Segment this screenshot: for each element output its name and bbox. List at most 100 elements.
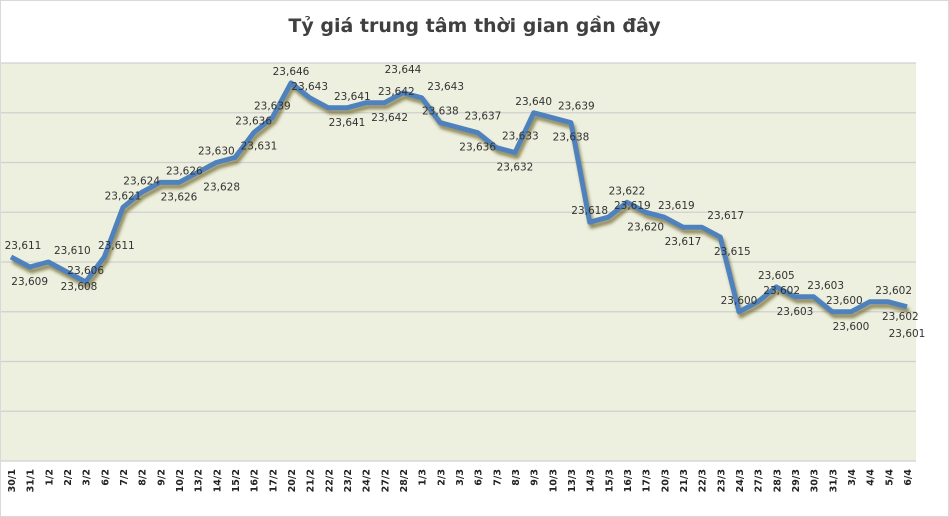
- data-label: 23,636: [235, 116, 272, 128]
- data-label: 23,622: [609, 185, 646, 197]
- data-label: 23,626: [166, 165, 203, 177]
- x-tick-label: 10/2: [175, 469, 186, 492]
- data-label: 23,606: [67, 265, 104, 277]
- x-tick-label: 7/2: [119, 469, 130, 486]
- x-tick-label: 5/4: [884, 469, 895, 486]
- x-tick-label: 1/2: [44, 469, 55, 486]
- x-tick-label: 10/3: [548, 469, 559, 492]
- x-tick-label: 6/2: [100, 469, 111, 486]
- data-label: 23,618: [571, 205, 608, 217]
- x-tick-label: 22/2: [324, 469, 335, 492]
- x-tick-label: 6/4: [903, 469, 914, 486]
- data-label: 23,601: [889, 328, 926, 340]
- data-label: 23,610: [54, 245, 91, 257]
- data-label: 23,642: [371, 112, 408, 124]
- data-label: 23,628: [203, 181, 240, 193]
- x-tick-label: 13/3: [567, 469, 578, 492]
- data-label: 23,602: [882, 311, 919, 323]
- x-tick-label: 23/3: [716, 469, 727, 492]
- x-tick-label: 31/3: [828, 469, 839, 492]
- data-label: 23,619: [614, 200, 651, 212]
- data-label: 23,600: [826, 295, 863, 307]
- data-label: 23,640: [515, 96, 552, 108]
- data-label: 23,631: [241, 141, 278, 153]
- x-tick-label: 6/3: [474, 469, 485, 486]
- x-tick-label: 24/3: [735, 469, 746, 492]
- x-tick-label: 21/3: [679, 469, 690, 492]
- data-label: 23,611: [5, 240, 42, 252]
- data-label: 23,609: [11, 276, 48, 288]
- data-label: 23,615: [714, 246, 751, 258]
- data-label: 23,638: [553, 132, 590, 144]
- x-tick-label: 29/3: [791, 469, 802, 492]
- x-tick-label: 8/3: [511, 469, 522, 486]
- x-tick-label: 16/2: [250, 469, 261, 492]
- data-label: 23,611: [98, 240, 135, 252]
- x-tick-label: 8/2: [138, 469, 149, 486]
- x-tick-label: 24/2: [362, 469, 373, 492]
- data-label: 23,603: [777, 306, 814, 318]
- x-tick-label: 28/3: [772, 469, 783, 492]
- data-label: 23,620: [627, 221, 664, 233]
- x-tick-label: 13/2: [194, 469, 205, 492]
- data-label: 23,617: [707, 210, 744, 222]
- x-tick-label: 30/1: [7, 469, 18, 492]
- x-tick-label: 9/2: [156, 469, 167, 486]
- x-tick-label: 2/3: [436, 469, 447, 486]
- data-label: 23,638: [422, 106, 459, 118]
- data-label: 23,632: [497, 162, 534, 174]
- x-tick-label: 27/3: [754, 469, 765, 492]
- data-label: 23,636: [459, 142, 496, 154]
- x-tick-label: 3/3: [455, 469, 466, 486]
- data-label: 23,600: [721, 295, 758, 307]
- data-label: 23,630: [198, 146, 235, 158]
- x-tick-label: 16/3: [623, 469, 634, 492]
- data-label: 23,633: [502, 131, 539, 143]
- data-label: 23,603: [807, 280, 844, 292]
- x-tick-label: 9/3: [530, 469, 541, 486]
- data-label: 23,621: [105, 190, 142, 202]
- data-label: 23,641: [329, 117, 366, 129]
- data-label: 23,646: [273, 66, 310, 78]
- series-line: [9, 80, 908, 315]
- x-tick-label: 22/3: [698, 469, 709, 492]
- data-label: 23,643: [427, 81, 464, 93]
- data-label: 23,639: [558, 101, 595, 113]
- x-tick-label: 2/2: [63, 469, 74, 486]
- x-tick-label: 14/2: [212, 469, 223, 492]
- x-tick-label: 14/3: [586, 469, 597, 492]
- x-tick-label: 3/2: [82, 469, 93, 486]
- x-tick-label: 27/2: [380, 469, 391, 492]
- x-tick-label: 4/4: [866, 469, 877, 486]
- data-label: 23,637: [465, 111, 502, 123]
- data-label: 23,602: [875, 285, 912, 297]
- data-label: 23,641: [334, 91, 371, 103]
- x-tick-label: 15/2: [231, 469, 242, 492]
- x-tick-label: 28/2: [399, 469, 410, 492]
- data-label: 23,642: [378, 86, 415, 98]
- x-tick-label: 20/2: [287, 469, 298, 492]
- data-label: 23,608: [61, 281, 98, 293]
- x-tick-label: 17/3: [642, 469, 653, 492]
- x-tick-label: 30/3: [810, 469, 821, 492]
- x-tick-label: 3/4: [847, 469, 858, 486]
- x-tick-label: 23/2: [343, 469, 354, 492]
- x-tick-label: 20/3: [660, 469, 671, 492]
- data-label: 23,600: [833, 321, 870, 333]
- x-tick-label: 31/1: [26, 469, 37, 492]
- data-label: 23,643: [291, 81, 328, 93]
- x-tick-label: 1/3: [418, 469, 429, 486]
- chart-title: Tỷ giá trung tâm thời gian gần đây: [288, 15, 661, 37]
- data-label: 23,644: [385, 64, 422, 76]
- x-tick-label: 15/3: [604, 469, 615, 492]
- data-label: 23,602: [763, 285, 800, 297]
- data-label: 23,605: [758, 270, 795, 282]
- x-tick-label: 21/2: [306, 469, 317, 492]
- data-label: 23,617: [665, 236, 702, 248]
- data-label: 23,639: [254, 101, 291, 113]
- x-tick-label: 7/3: [492, 469, 503, 486]
- data-label: 23,619: [658, 200, 695, 212]
- x-tick-label: 17/2: [268, 469, 279, 492]
